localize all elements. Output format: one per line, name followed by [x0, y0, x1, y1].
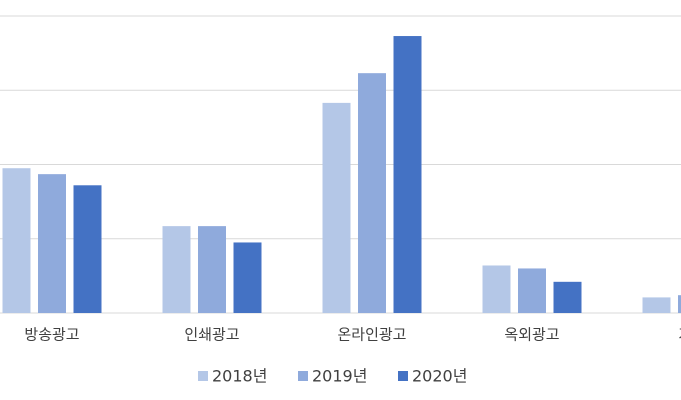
x-tick-label: 온라인광고 — [337, 326, 406, 344]
legend-label: 2019년 — [312, 367, 367, 386]
bar — [358, 73, 386, 313]
bar — [38, 174, 66, 313]
bar — [233, 242, 262, 313]
x-tick-label: 방송광고 — [24, 326, 79, 344]
x-tick-label: 기타 — [678, 326, 681, 344]
x-tick-label: 인쇄광고 — [184, 326, 239, 344]
bar — [162, 226, 191, 313]
bar — [322, 102, 351, 313]
bar — [482, 265, 511, 313]
bar — [678, 295, 681, 313]
legend-swatch — [198, 371, 208, 381]
bar — [73, 185, 102, 313]
legend-swatch — [298, 371, 308, 381]
legend-label: 2018년 — [212, 367, 267, 386]
bar — [198, 226, 226, 313]
bar — [2, 168, 31, 313]
bar — [642, 297, 671, 313]
x-tick-label: 옥외광고 — [504, 326, 559, 344]
legend-swatch — [398, 371, 408, 381]
legend-label: 2020년 — [412, 367, 467, 386]
bar — [393, 36, 422, 314]
bar — [553, 281, 582, 313]
bar — [518, 268, 546, 313]
